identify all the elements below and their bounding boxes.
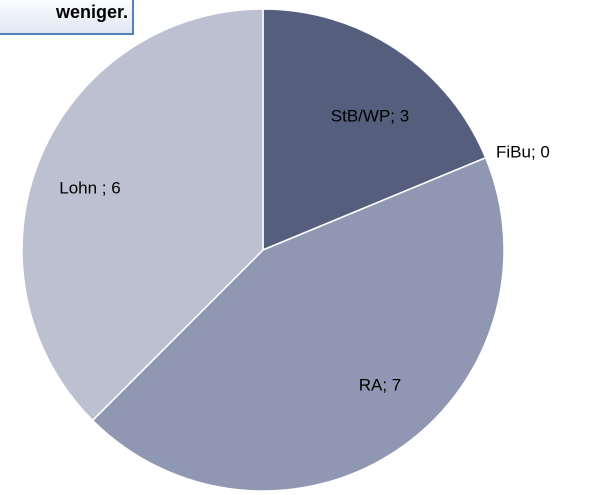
data-label: RA; 7: [359, 375, 402, 394]
pie-slice: [21, 8, 264, 422]
data-label: FiBu; 0: [496, 142, 550, 161]
data-label: Lohn ; 6: [59, 178, 120, 197]
pie-slice: [91, 156, 505, 492]
data-label: StB/WP; 3: [331, 106, 409, 125]
pie-slice: [262, 8, 487, 252]
title-box: [0, 0, 134, 35]
chart-title: weniger.: [55, 2, 128, 22]
